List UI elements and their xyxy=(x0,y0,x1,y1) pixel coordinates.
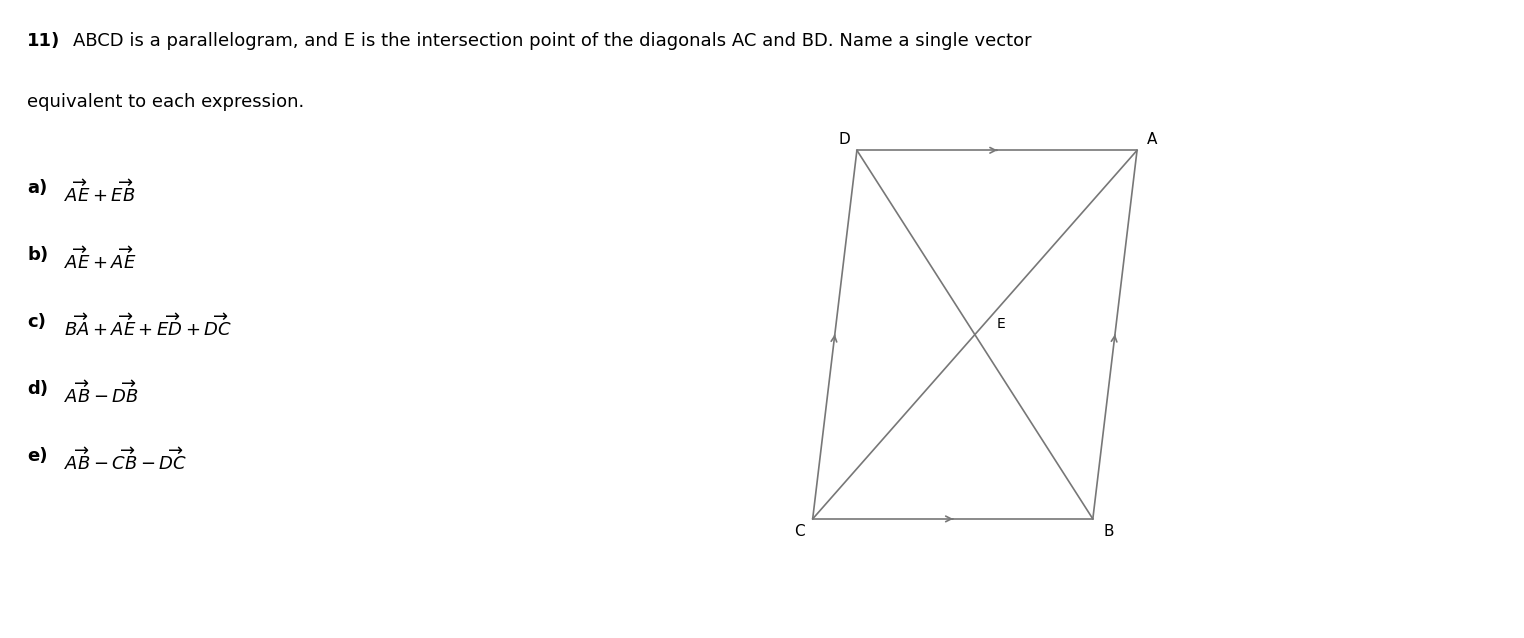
Text: B: B xyxy=(1103,524,1114,539)
Text: $\overrightarrow{AB} - \overrightarrow{DB}$: $\overrightarrow{AB} - \overrightarrow{D… xyxy=(64,380,139,406)
Text: D: D xyxy=(838,133,850,147)
Text: equivalent to each expression.: equivalent to each expression. xyxy=(27,93,305,110)
Text: 11): 11) xyxy=(27,32,61,50)
Text: a): a) xyxy=(27,179,47,197)
Text: $\overrightarrow{AB} - \overrightarrow{CB} - \overrightarrow{DC}$: $\overrightarrow{AB} - \overrightarrow{C… xyxy=(64,447,187,473)
Text: $\overrightarrow{AE} + \overrightarrow{EB}$: $\overrightarrow{AE} + \overrightarrow{E… xyxy=(64,179,136,205)
Text: $\overrightarrow{BA} + \overrightarrow{AE} + \overrightarrow{ED} + \overrightarr: $\overrightarrow{BA} + \overrightarrow{A… xyxy=(64,313,232,339)
Text: E: E xyxy=(997,316,1004,330)
Text: $\overrightarrow{AE} + \overrightarrow{AE}$: $\overrightarrow{AE} + \overrightarrow{A… xyxy=(64,246,137,272)
Text: c): c) xyxy=(27,313,46,330)
Text: e): e) xyxy=(27,447,47,464)
Text: ABCD is a parallelogram, and E is the intersection point of the diagonals AC and: ABCD is a parallelogram, and E is the in… xyxy=(73,32,1032,50)
Text: d): d) xyxy=(27,380,49,397)
Text: C: C xyxy=(794,524,805,539)
Text: b): b) xyxy=(27,246,49,263)
Text: A: A xyxy=(1148,133,1158,147)
